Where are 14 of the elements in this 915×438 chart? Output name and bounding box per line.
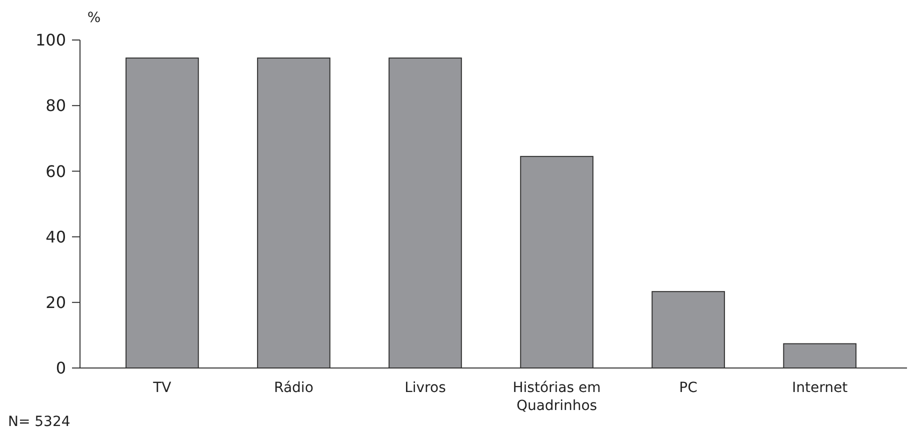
x-tick-label: Livros bbox=[404, 380, 446, 396]
x-tick-label: Rádio bbox=[274, 380, 314, 396]
y-tick-label: 60 bbox=[46, 162, 66, 181]
x-tick-label: PC bbox=[679, 380, 698, 396]
y-tick-label: 40 bbox=[46, 227, 66, 246]
y-tick-label: 100 bbox=[35, 30, 66, 50]
x-tick-label: TV bbox=[152, 380, 172, 396]
x-tick-label: Internet bbox=[792, 380, 848, 396]
text: N= 5324 bbox=[8, 414, 70, 430]
y-tick-label: 20 bbox=[46, 293, 66, 312]
y-axis-title: % bbox=[87, 10, 101, 26]
y-tick-label: 0 bbox=[56, 358, 66, 378]
y-tick-label: 80 bbox=[46, 96, 66, 116]
x-tick-label: Histórias em Quadrinhos bbox=[512, 380, 601, 414]
